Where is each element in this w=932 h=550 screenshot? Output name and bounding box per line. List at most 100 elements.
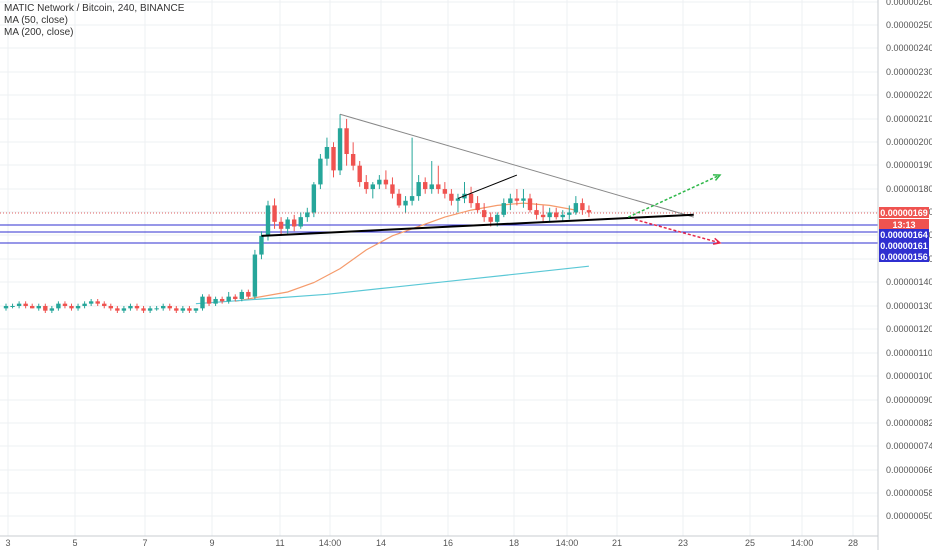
- ma50-legend[interactable]: MA (50, close): [4, 15, 68, 26]
- bearish-arrow-head: [712, 237, 722, 245]
- y-tick-label: 0.00000140: [886, 277, 932, 287]
- x-tick-label: 23: [678, 538, 688, 548]
- x-tick-label: 14:00: [556, 538, 579, 548]
- price-badge-label: 0.00000169: [880, 208, 928, 218]
- candle-body: [292, 219, 297, 227]
- x-tick-label: 28: [848, 538, 858, 548]
- candle-body: [377, 179, 382, 185]
- candle-body: [468, 193, 474, 204]
- x-tick-label: 18: [509, 538, 519, 548]
- candle-body: [278, 221, 284, 229]
- candle-body: [350, 154, 356, 166]
- y-tick-label: 0.00000230: [886, 67, 932, 77]
- y-tick-label: 0.00000100: [886, 371, 932, 381]
- candle-body: [442, 189, 448, 194]
- x-tick-label: 25: [745, 538, 755, 548]
- candle-body: [82, 303, 87, 306]
- candle-body: [324, 146, 330, 159]
- bullish-arrow-head: [712, 174, 722, 181]
- candlesticks: [3, 114, 592, 314]
- price-badge: [879, 229, 929, 240]
- candle-body: [62, 303, 68, 306]
- y-tick-label: 0.00000180: [886, 184, 932, 194]
- price-badges: 0.00000169 13:130.000001640.000001610.000…: [879, 207, 929, 262]
- upper-trendline: [339, 113, 694, 218]
- candle-body: [560, 214, 565, 218]
- candle-body: [147, 308, 153, 311]
- candle-body: [534, 210, 539, 215]
- price-badge-label: 13:13: [892, 220, 915, 230]
- x-tick-label: 5: [72, 538, 77, 548]
- price-badge-label: 0.00000164: [880, 230, 928, 240]
- candle-body: [586, 210, 592, 213]
- channel-line: [457, 174, 518, 199]
- candle-body: [318, 158, 323, 185]
- candle-body: [167, 306, 172, 309]
- candle-body: [357, 165, 362, 183]
- candle-body: [30, 306, 35, 309]
- time-axis[interactable]: 3 5 7 9 11 14:00 14 16 18 14:00 21 23 25 14:00 28: [0, 535, 878, 548]
- candle-body: [311, 184, 317, 213]
- candle-body: [115, 308, 120, 311]
- bullish-arrow: [627, 174, 721, 218]
- candle-body: [527, 198, 533, 211]
- candle-body: [285, 219, 290, 229]
- y-tick-label: 0.00000250: [886, 20, 932, 30]
- x-tick-label: 9: [209, 538, 214, 548]
- candle-body: [259, 235, 264, 255]
- candle-body: [521, 198, 526, 201]
- candle-body: [69, 306, 74, 309]
- candle-body: [134, 306, 140, 309]
- candle-body: [383, 179, 389, 185]
- candle-body: [429, 184, 434, 190]
- candle-body: [540, 214, 546, 218]
- candle-body: [200, 296, 205, 309]
- candle-body: [573, 203, 579, 213]
- candle-body: [501, 203, 506, 215]
- candle-body: [102, 303, 107, 306]
- x-tick-label: 3: [5, 538, 10, 548]
- lower-trendline: [261, 213, 694, 237]
- candle-body: [272, 205, 277, 222]
- price-axis[interactable]: 0.00000260 0.00000250 0.00000240 0.00000230…: [877, 0, 932, 550]
- candle-body: [233, 296, 238, 299]
- candle-body: [95, 301, 100, 304]
- price-badge: [879, 219, 929, 230]
- y-tick-label: 0.00000130: [886, 301, 932, 311]
- y-tick-label: 0.00000050: [886, 511, 932, 521]
- ma50-line: [235, 202, 577, 302]
- symbol-title[interactable]: MATIC Network / Bitcoin, 240, BINANCE: [4, 3, 185, 14]
- candle-body: [449, 193, 454, 201]
- y-tick-label: 0.00000220: [886, 90, 932, 100]
- candle-body: [495, 214, 500, 222]
- candle-body: [475, 203, 480, 211]
- candle-body: [43, 306, 48, 311]
- candle-body: [108, 306, 113, 309]
- candle-body: [455, 198, 461, 201]
- candle-body: [128, 306, 133, 309]
- price-badge: [879, 207, 929, 218]
- price-badge: [879, 251, 929, 262]
- candle-body: [141, 308, 146, 311]
- candle-body: [252, 254, 258, 297]
- candle-body: [337, 128, 343, 171]
- chart-legend: MATIC Network / Bitcoin, 240, BINANCE MA…: [4, 3, 184, 39]
- x-tick-label: 11: [275, 538, 284, 548]
- horizontal-levels: [0, 212, 878, 244]
- ma200-legend[interactable]: MA (200, close): [4, 27, 74, 38]
- candle-body: [423, 182, 428, 190]
- x-tick-label: 14: [376, 538, 386, 548]
- candle-body: [16, 303, 22, 306]
- candle-body: [396, 193, 402, 206]
- candle-body: [154, 308, 159, 310]
- candle-body: [180, 308, 186, 311]
- candle-body: [213, 298, 218, 304]
- candle-body: [56, 303, 61, 309]
- candle-body: [23, 303, 28, 306]
- candle-body: [265, 205, 271, 236]
- candle-body: [481, 210, 487, 218]
- candle-body: [10, 306, 15, 307]
- y-tick-label: 0.00000240: [886, 43, 932, 53]
- drawings: [261, 113, 722, 245]
